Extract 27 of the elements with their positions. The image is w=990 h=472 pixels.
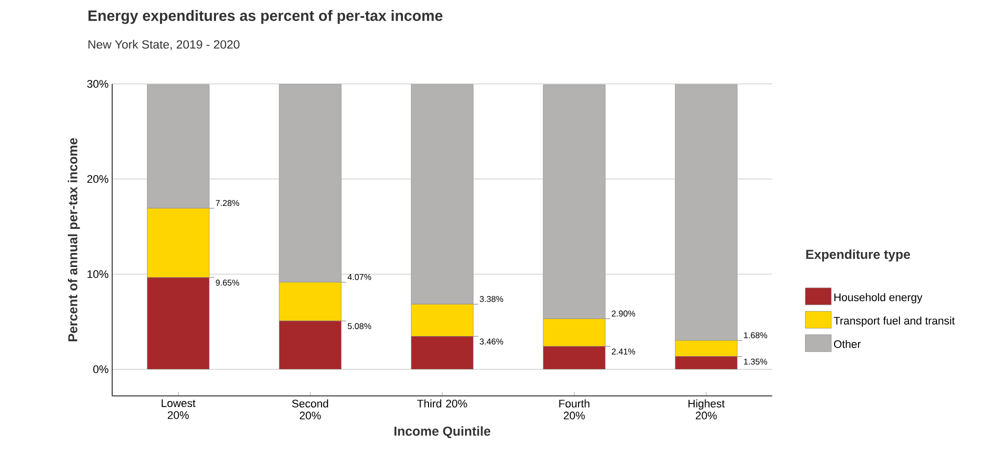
x-tick-label: Second 20% (292, 399, 328, 420)
data-label: 5.08% (348, 323, 372, 330)
x-tick-label: Lowest 20% (162, 399, 196, 420)
legend-label: Household energy (834, 293, 922, 304)
data-label: 2.41% (612, 348, 636, 354)
legend-label: Transport fuel and transit (834, 316, 955, 327)
x-tick-label: Highest 20% (688, 399, 725, 420)
data-label: 3.46% (480, 338, 504, 345)
data-label: 9.65% (216, 280, 240, 286)
legend-label: Other (834, 340, 861, 348)
y-axis-title: Percent of annual per-tax income (68, 138, 80, 342)
x-axis-title: Income Quintile (394, 426, 490, 438)
y-tick-label: 30% (87, 80, 108, 88)
x-tick-label: Third 20% (417, 399, 468, 408)
chart-subtitle: New York State, 2019 - 2020 (88, 40, 240, 50)
data-label: 1.35% (744, 358, 768, 365)
chart-title: Energy expenditures as percent of per-tax income (88, 10, 442, 24)
x-tick-label: Fourth 20% (559, 399, 590, 420)
data-label: 1.68% (744, 332, 768, 338)
y-tick-label: 10% (88, 270, 108, 278)
y-tick-label: 20% (87, 175, 108, 183)
data-label: 4.07% (348, 274, 372, 280)
data-label: 3.38% (480, 296, 504, 302)
data-label: 2.90% (612, 310, 636, 317)
data-label: 7.28% (216, 200, 240, 206)
legend-title: Expenditure type (806, 249, 910, 262)
y-tick-label: 0% (93, 365, 108, 374)
